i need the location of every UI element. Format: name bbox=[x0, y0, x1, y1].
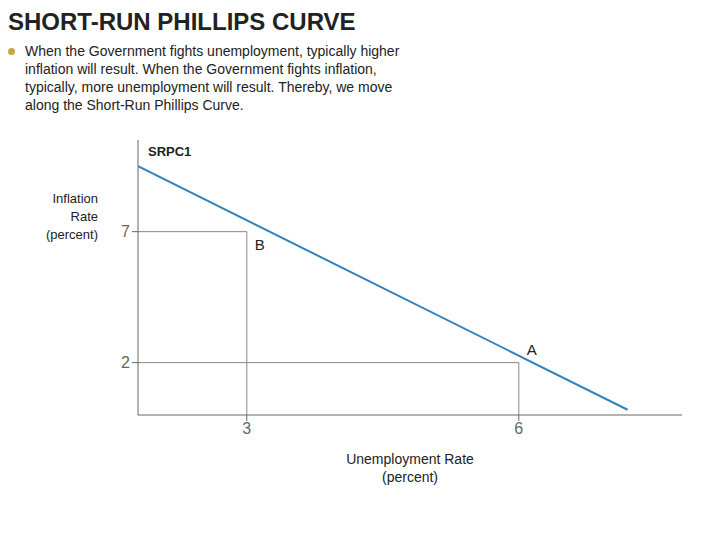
svg-text:6: 6 bbox=[514, 420, 523, 437]
svg-text:7: 7 bbox=[121, 223, 130, 240]
svg-text:A: A bbox=[527, 341, 537, 358]
svg-text:3: 3 bbox=[242, 420, 251, 437]
svg-text:SRPC1: SRPC1 bbox=[148, 144, 191, 159]
html-text:SHORT-RUN PHILLIPS CURVE: SHORT-RUN PHILLIPS CURVE bbox=[8, 8, 356, 35]
html-text:Inflation: Inflation bbox=[52, 191, 98, 206]
html-text:Rate: Rate bbox=[70, 209, 98, 224]
html-text:Unemployment Rate (percent): Unemployment Rate (percent) bbox=[346, 451, 474, 485]
html-text:When the Government fights une: When the Government fights unemployment,… bbox=[25, 43, 400, 113]
svg-text:B: B bbox=[255, 236, 265, 253]
html-text:(percent): (percent) bbox=[46, 227, 98, 242]
svg-text:2: 2 bbox=[121, 354, 130, 371]
